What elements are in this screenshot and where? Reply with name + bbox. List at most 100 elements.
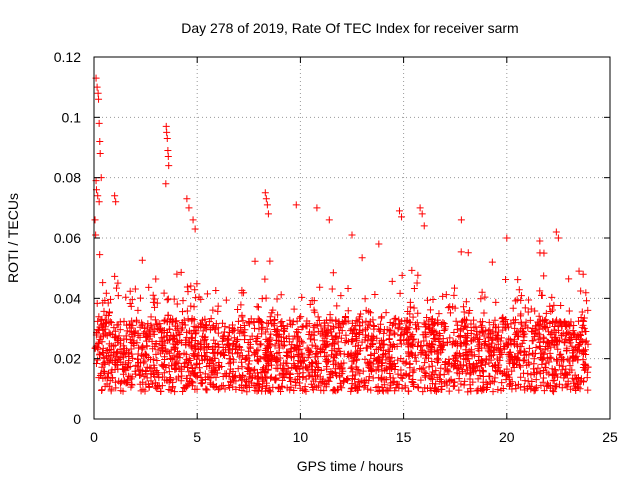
data-point xyxy=(406,360,414,368)
data-point xyxy=(230,334,238,342)
data-point xyxy=(240,328,248,336)
data-point xyxy=(171,388,179,396)
data-point xyxy=(361,355,369,363)
data-point xyxy=(427,375,435,383)
data-point xyxy=(348,330,356,338)
data-point xyxy=(474,334,482,342)
data-point xyxy=(147,356,155,364)
data-point xyxy=(142,331,150,339)
data-point xyxy=(251,257,259,265)
data-point xyxy=(464,249,472,257)
data-point xyxy=(235,372,243,380)
data-point xyxy=(266,313,274,321)
data-point xyxy=(173,300,181,308)
data-point xyxy=(489,335,497,343)
data-point xyxy=(209,381,217,389)
data-point xyxy=(294,328,302,336)
data-point xyxy=(213,382,221,390)
data-point xyxy=(263,201,271,209)
data-point xyxy=(149,298,157,306)
data-point xyxy=(315,317,323,325)
data-point xyxy=(181,384,189,392)
data-point xyxy=(210,336,218,344)
data-point xyxy=(329,269,337,277)
data-point xyxy=(299,339,307,347)
data-point xyxy=(540,374,548,382)
data-point xyxy=(382,376,390,384)
data-point xyxy=(552,341,560,349)
data-point xyxy=(400,336,408,344)
data-point xyxy=(571,371,579,379)
data-point xyxy=(256,341,264,349)
data-point xyxy=(388,354,396,362)
data-point xyxy=(102,289,110,297)
data-point xyxy=(351,381,359,389)
data-point xyxy=(277,291,285,299)
data-point xyxy=(365,308,373,316)
data-point xyxy=(303,364,311,372)
data-point xyxy=(286,316,294,324)
data-point xyxy=(130,328,138,336)
data-point xyxy=(92,231,100,239)
data-point xyxy=(200,346,208,354)
data-point xyxy=(466,385,474,393)
data-point xyxy=(479,385,487,393)
data-point xyxy=(354,318,362,326)
data-point xyxy=(127,345,135,353)
data-point xyxy=(405,349,413,357)
data-point xyxy=(166,349,174,357)
data-point xyxy=(296,379,304,387)
data-point xyxy=(554,345,562,353)
data-point xyxy=(462,355,470,363)
data-point xyxy=(461,322,469,330)
data-point xyxy=(542,342,550,350)
data-point xyxy=(458,365,466,373)
data-point xyxy=(185,339,193,347)
data-point xyxy=(111,341,119,349)
data-point xyxy=(367,309,375,317)
data-point xyxy=(253,303,261,311)
data-point xyxy=(267,330,275,338)
data-point xyxy=(420,222,428,230)
data-point xyxy=(162,346,170,354)
data-point xyxy=(532,376,540,384)
data-point xyxy=(449,303,457,311)
data-point xyxy=(494,323,502,331)
data-point xyxy=(539,367,547,375)
data-point xyxy=(180,349,188,357)
data-point xyxy=(492,344,500,352)
data-point xyxy=(406,372,414,380)
data-point xyxy=(94,89,102,97)
data-point xyxy=(584,306,592,314)
data-point xyxy=(474,342,482,350)
data-point xyxy=(292,201,300,209)
data-point xyxy=(575,342,583,350)
data-point xyxy=(532,322,540,330)
data-point xyxy=(214,302,222,310)
data-point xyxy=(144,320,152,328)
data-point xyxy=(536,320,544,328)
data-point xyxy=(526,316,534,324)
data-point xyxy=(582,350,590,358)
data-point xyxy=(190,369,198,377)
data-point xyxy=(542,359,550,367)
data-point xyxy=(579,346,587,354)
y-tick-label: 0.02 xyxy=(54,351,81,367)
data-point xyxy=(524,324,532,332)
data-point xyxy=(457,216,465,224)
data-point xyxy=(396,289,404,297)
data-point xyxy=(153,299,161,307)
data-point xyxy=(112,333,120,341)
data-point xyxy=(441,325,449,333)
data-point xyxy=(192,329,200,337)
data-point xyxy=(535,321,543,329)
data-point xyxy=(241,356,249,364)
data-point xyxy=(149,367,157,375)
data-point xyxy=(389,340,397,348)
data-point xyxy=(480,309,488,317)
data-point xyxy=(439,335,447,343)
x-tick-label: 25 xyxy=(602,429,618,445)
data-point xyxy=(209,349,217,357)
data-point xyxy=(502,371,510,379)
data-point xyxy=(502,275,510,283)
